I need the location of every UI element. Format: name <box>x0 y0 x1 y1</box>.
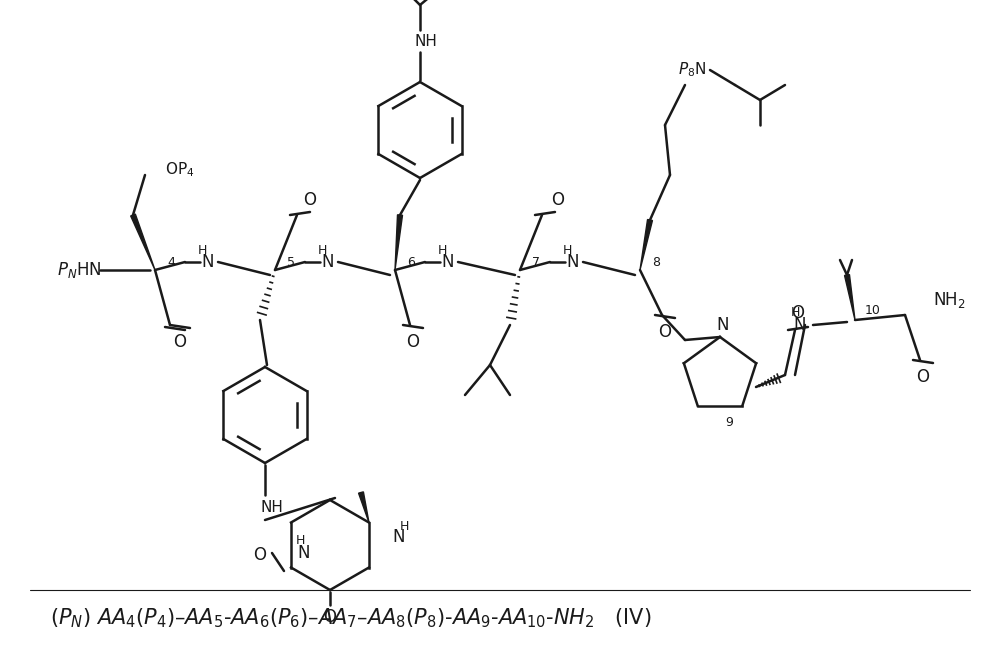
Text: NH$_2$: NH$_2$ <box>933 290 966 310</box>
Text: 8: 8 <box>652 256 660 268</box>
Text: NH: NH <box>260 500 283 515</box>
Text: $(P_N)$ $AA_4(P_4)$–$AA_5$-$AA_6(P_6)$–$AA_7$–$AA_8(P_8)$-$AA_9$-$AA_{10}$-$NH_2: $(P_N)$ $AA_4(P_4)$–$AA_5$-$AA_6(P_6)$–$… <box>50 606 651 630</box>
Text: 9: 9 <box>725 416 733 430</box>
Polygon shape <box>131 214 155 270</box>
Text: 10: 10 <box>865 304 881 316</box>
Text: H: H <box>317 244 327 256</box>
Text: N: N <box>298 544 310 562</box>
Text: O: O <box>916 368 930 386</box>
Text: 5: 5 <box>287 256 295 268</box>
Text: 4: 4 <box>167 256 175 268</box>
Text: N: N <box>717 316 729 334</box>
Text: H: H <box>562 244 572 256</box>
Polygon shape <box>845 274 855 320</box>
Text: O: O <box>552 191 564 209</box>
Text: O: O <box>304 191 316 209</box>
Text: NH: NH <box>415 35 438 49</box>
Text: H: H <box>197 244 207 256</box>
Text: 7: 7 <box>532 256 540 268</box>
Polygon shape <box>640 220 652 270</box>
Text: H: H <box>790 306 800 318</box>
Text: N: N <box>322 253 334 271</box>
Text: O: O <box>792 304 804 322</box>
Text: $P_N$HN: $P_N$HN <box>57 260 102 280</box>
Text: O: O <box>254 546 266 564</box>
Text: H: H <box>400 521 409 533</box>
Polygon shape <box>359 492 369 523</box>
Text: 6: 6 <box>407 256 415 268</box>
Text: N: N <box>202 253 214 271</box>
Text: $P_8$N: $P_8$N <box>678 61 706 79</box>
Text: O: O <box>406 333 420 351</box>
Text: N: N <box>392 528 404 546</box>
Text: N: N <box>567 253 579 271</box>
Text: H: H <box>437 244 447 256</box>
Text: N: N <box>442 253 454 271</box>
Text: O: O <box>324 608 336 626</box>
Text: O: O <box>174 333 186 351</box>
Polygon shape <box>395 214 402 270</box>
Text: OP$_4$: OP$_4$ <box>165 161 194 179</box>
Text: O: O <box>658 323 672 341</box>
Text: H: H <box>296 533 305 547</box>
Text: N: N <box>794 316 806 334</box>
